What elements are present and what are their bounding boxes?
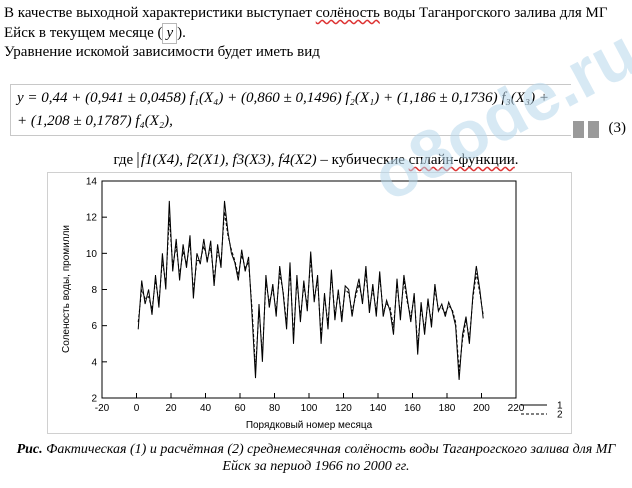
equation-intro: Уравнение искомой зависимости будет имет… (4, 44, 320, 60)
y-axis-label: Соленость воды, промилли (61, 225, 72, 353)
salinity-chart: 2 4 6 8 10 12 14 -20 0 20 40 60 80 100 120 140 160 180 20… (47, 172, 572, 434)
legend-label-1: 1 (557, 401, 563, 412)
x-tick-label: 80 (269, 403, 281, 414)
legend-label-2: 2 (557, 410, 563, 421)
y-tick-label: 14 (86, 177, 98, 188)
equation-number: (3) (608, 120, 627, 136)
object-handle-left[interactable] (573, 121, 584, 138)
intro-text-end: ). (177, 25, 186, 41)
where-text: где (113, 152, 137, 168)
formula-line-1: y = 0,44 + (0,941 ± 0,0458) f₁(X₄) + (0,… (17, 90, 549, 106)
where-text-middle: – кубические (316, 152, 409, 168)
y-tick-label: 4 (91, 357, 97, 368)
x-tick-label: 200 (473, 403, 490, 414)
salinity-word: солёность (315, 5, 380, 21)
x-tick-label: 180 (439, 403, 456, 414)
x-tick-label: 140 (370, 403, 387, 414)
x-axis-label: Порядковый номер месяца (246, 420, 373, 431)
x-tick-label: 40 (200, 403, 212, 414)
object-handle-right[interactable] (588, 121, 599, 138)
chart-frame (47, 172, 572, 434)
functions-list: f1(X4), f2(X1), f3(X3), f4(X2) (136, 152, 317, 168)
x-tick-label: 100 (301, 403, 318, 414)
y-symbol-box[interactable]: y (162, 23, 178, 44)
figure-caption: Рис. Фактическая (1) и расчётная (2) сре… (10, 441, 622, 475)
spline-word: сплайн-функции (408, 152, 515, 168)
x-tick-label: 20 (165, 403, 177, 414)
x-tick-label: -20 (95, 403, 110, 414)
intro-paragraph: В качестве выходной характеристики высту… (4, 4, 628, 44)
intro-text-start: В качестве выходной характеристики высту… (4, 5, 316, 21)
y-tick-label: 10 (86, 249, 98, 260)
caption-label: Рис. (16, 442, 43, 457)
formula-box[interactable]: y = 0,44 + (0,941 ± 0,0458) f₁(X₄) + (0,… (10, 84, 571, 136)
x-tick-label: 160 (404, 403, 421, 414)
caption-text: Фактическая (1) и расчётная (2) среднеме… (42, 442, 616, 474)
x-tick-label: 120 (335, 403, 352, 414)
x-tick-label: 220 (508, 403, 525, 414)
y-tick-label: 12 (86, 213, 98, 224)
formula-line-2: + (1,208 ± 0,1787) f₄(X₂), (17, 113, 173, 129)
y-tick-label: 2 (91, 394, 97, 405)
where-line: где f1(X4), f2(X1), f3(X3), f4(X2) – куб… (0, 152, 632, 169)
x-tick-label: 60 (234, 403, 246, 414)
x-tick-label: 0 (134, 403, 140, 414)
y-tick-label: 6 (91, 321, 97, 332)
y-tick-label: 8 (91, 285, 97, 296)
intro-text-middle: воды Таганрогского залива для МГ Ейск в … (4, 5, 608, 41)
where-text-end: . (514, 152, 519, 168)
